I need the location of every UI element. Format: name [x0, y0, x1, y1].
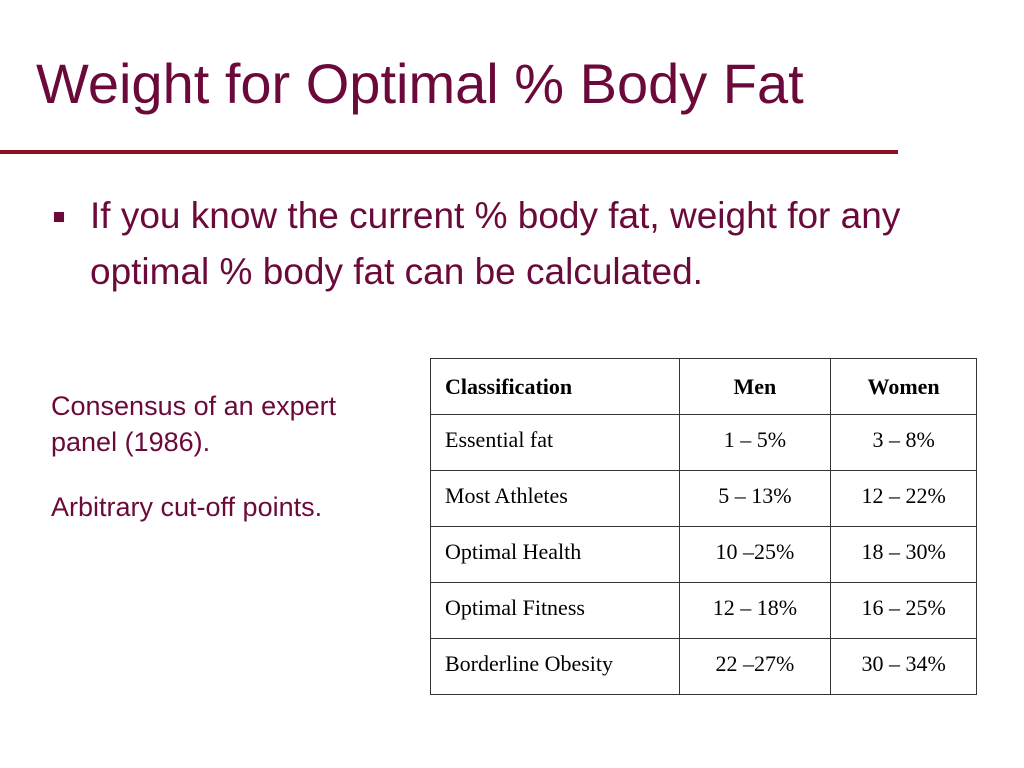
cell-women: 12 – 22% — [830, 470, 977, 527]
bullet-point: If you know the current % body fat, weig… — [52, 188, 952, 300]
cell-women: 18 – 30% — [830, 526, 977, 583]
slide-title: Weight for Optimal % Body Fat — [36, 52, 804, 115]
column-header-women: Women — [830, 358, 977, 415]
square-bullet-icon — [53, 211, 65, 223]
cell-classification: Borderline Obesity — [430, 638, 680, 695]
table-row: Essential fat 1 – 5% 3 – 8% — [430, 414, 977, 471]
table-header-row: Classification Men Women — [430, 358, 977, 415]
column-header-classification: Classification — [430, 358, 680, 415]
cell-men: 12 – 18% — [678, 582, 832, 639]
note-cutoff-points: Arbitrary cut-off points. — [51, 492, 323, 522]
table-row: Optimal Fitness 12 – 18% 16 – 25% — [430, 582, 977, 639]
column-header-men: Men — [678, 358, 832, 415]
table-row: Most Athletes 5 – 13% 12 – 22% — [430, 470, 977, 527]
note-expert-panel: Consensus of an expert panel (1986). — [51, 391, 337, 457]
cell-classification: Most Athletes — [430, 470, 680, 527]
table-row: Optimal Health 10 –25% 18 – 30% — [430, 526, 977, 583]
cell-women: 3 – 8% — [830, 414, 977, 471]
cell-women: 16 – 25% — [830, 582, 977, 639]
cell-men: 10 –25% — [678, 526, 832, 583]
cell-men: 1 – 5% — [678, 414, 832, 471]
table-row: Borderline Obesity 22 –27% 30 – 34% — [430, 638, 977, 695]
title-underline — [0, 150, 898, 154]
bullet-text: If you know the current % body fat, weig… — [90, 195, 901, 292]
cell-men: 5 – 13% — [678, 470, 832, 527]
body-fat-table: Classification Men Women Essential fat 1… — [430, 358, 977, 695]
cell-classification: Optimal Health — [430, 526, 680, 583]
cell-classification: Essential fat — [430, 414, 680, 471]
cell-men: 22 –27% — [678, 638, 832, 695]
cell-women: 30 – 34% — [830, 638, 977, 695]
cell-classification: Optimal Fitness — [430, 582, 680, 639]
